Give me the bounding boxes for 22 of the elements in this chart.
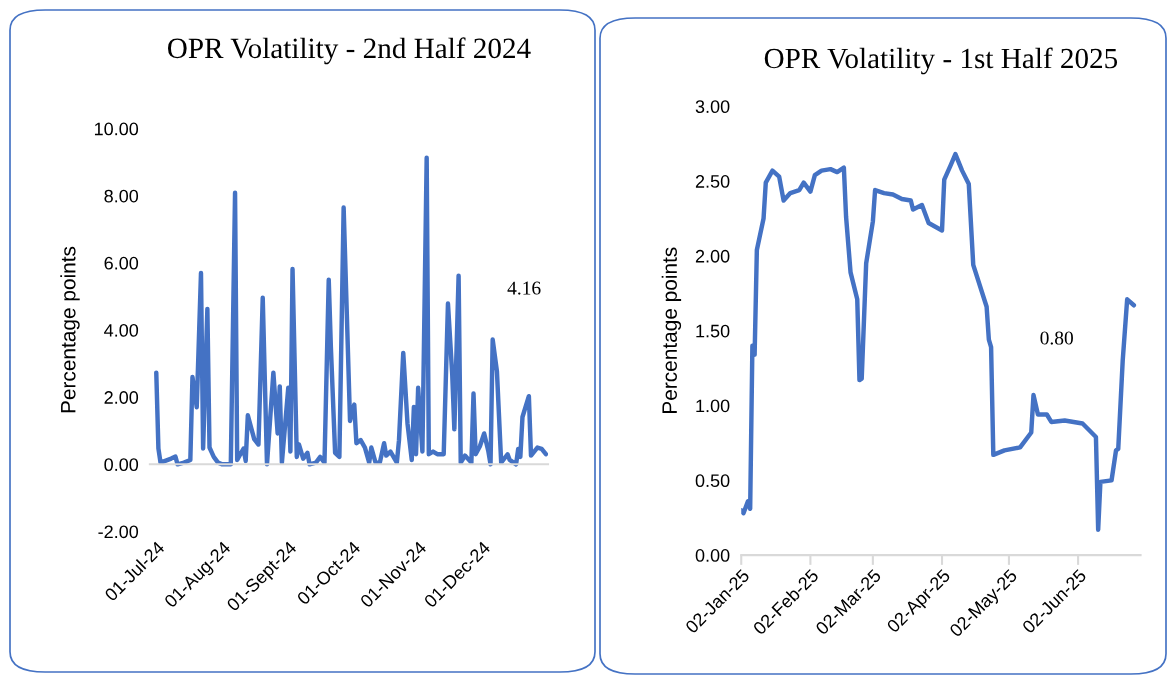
y-tick-label: 2.00: [695, 249, 730, 263]
y-tick-label: -2.00: [98, 525, 139, 539]
line-series: [741, 151, 1137, 532]
y-tick-label: 0.00: [104, 458, 139, 472]
y-axis-title: Percentage points: [661, 247, 682, 413]
annotation: 0.80: [1040, 331, 1073, 345]
y-tick-label: 6.00: [104, 256, 139, 270]
y-tick-label: 3.00: [695, 100, 730, 114]
chart-title: OPR Volatility - 1st Half 2025: [764, 47, 1118, 75]
y-axis-title: Percentage points: [60, 246, 80, 413]
y-tick-label: 0.00: [695, 549, 730, 562]
y-tick-label: 10.00: [94, 122, 139, 136]
y-tick-label: 1.00: [696, 399, 730, 413]
y-tick-label: 1.50: [696, 324, 730, 338]
y-tick-label: 2.50: [695, 175, 730, 188]
y-tick-label: 0.50: [695, 474, 730, 488]
annotation: 4.16: [507, 281, 541, 295]
chart-title: OPR Volatility - 2nd Half 2024: [167, 37, 531, 65]
y-tick-label: 4.00: [104, 323, 139, 337]
line-series: [154, 155, 549, 467]
y-tick-label: 2.00: [104, 391, 139, 404]
y-tick-label: 8.00: [104, 189, 139, 203]
